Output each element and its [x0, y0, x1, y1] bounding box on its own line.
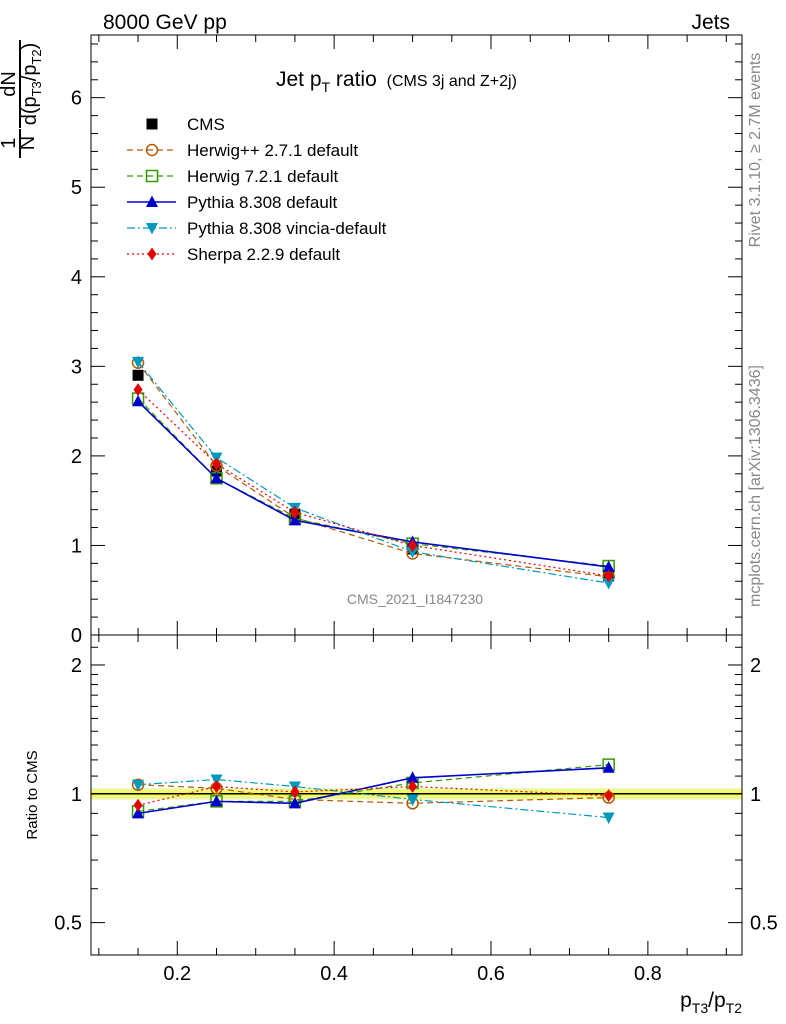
x-tick-label: 0.4: [320, 963, 348, 985]
main-y-tick-label: 3: [71, 356, 82, 378]
ratio-data-point: [133, 798, 143, 812]
data-point: [132, 369, 144, 381]
legend: CMS Herwig++ 2.7.1 default Herwig 7.2.1 de…: [127, 115, 387, 264]
data-point: [290, 505, 300, 519]
main-y-tick-label: 5: [71, 177, 82, 199]
ratio-y-tick-label-right: 2: [750, 655, 761, 677]
series-line: [137, 361, 609, 584]
legend-entry: Pythia 8.308 vincia-default: [127, 219, 387, 238]
main-y-axis-label: 1 N dN d(pT3/pT2): [0, 40, 44, 158]
ratio-series-herwig-7-2-1-default: [131, 758, 615, 818]
ratio-data-point: [602, 812, 615, 825]
series-line: [137, 389, 609, 577]
main-y-tick-label: 2: [71, 446, 82, 468]
ratio-data-point: [406, 794, 419, 806]
x-tick-label: 0.8: [634, 963, 662, 985]
x-tick-label: 0.6: [477, 963, 505, 985]
data-point: [132, 356, 145, 369]
ratio-series-pythia-8-308-default: [132, 761, 615, 819]
series-pythia-8-308-vincia-default: [132, 356, 615, 590]
svg-text:d(pT3/pT2): d(pT3/pT2): [19, 43, 44, 126]
data-point: [211, 457, 221, 471]
main-y-tick-label: 4: [71, 267, 82, 289]
series-cms: [132, 369, 615, 582]
legend-label: Pythia 8.308 vincia-default: [187, 219, 387, 238]
legend-marker: [145, 143, 159, 157]
data-point: [602, 560, 615, 572]
main-y-tick-label: 1: [71, 535, 82, 557]
legend-label: Herwig++ 2.7.1 default: [187, 141, 358, 160]
x-tick-label: 0.2: [163, 963, 191, 985]
data-point: [604, 569, 614, 583]
ratio-data-point: [602, 761, 615, 773]
data-point: [288, 513, 301, 526]
ratio-y-tick-label: 0.5: [54, 913, 82, 935]
ratio-data-point: [290, 785, 300, 799]
legend-label: Herwig 7.2.1 default: [187, 167, 338, 186]
data-point: [406, 546, 419, 559]
ratio-y-tick-label: 2: [71, 655, 82, 677]
legend-marker: [146, 118, 158, 130]
main-y-tick-label: 0: [71, 625, 82, 647]
mcplots-label: mcplots.cern.ch [arXiv:1306.3436]: [747, 365, 764, 607]
ratio-data-point: [210, 794, 223, 807]
main-panel: 0 1 2 3 4 5 6: [71, 34, 743, 647]
ratio-data-point: [211, 779, 221, 793]
rivet-label: Rivet 3.1.10, ≥ 2.7M events: [747, 53, 764, 248]
legend-label: Pythia 8.308 default: [187, 193, 338, 212]
svg-text:N: N: [17, 136, 39, 150]
legend-entry: Herwig++ 2.7.1 default: [127, 141, 358, 160]
ratio-y-axis-label: Ratio to CMS: [24, 750, 41, 839]
x-axis-label: pT3/pT2: [680, 989, 742, 1016]
legend-label: Sherpa 2.2.9 default: [187, 245, 340, 264]
legend-entry: CMS: [146, 115, 225, 134]
ratio-series-line: [138, 778, 609, 819]
data-point: [210, 471, 223, 484]
series-pythia-8-308-default: [132, 394, 615, 572]
series-line: [137, 398, 609, 567]
ratio-data-point: [132, 779, 145, 792]
legend-marker: [146, 195, 158, 207]
ratio-y-tick-label-right: 1: [750, 784, 761, 806]
ratio-data-point: [604, 789, 614, 803]
ratio-data-point: [406, 771, 419, 783]
ratio-panel: 0.5 0.5 1 1 2 2 0.2 0.4 0.6 0.8: [54, 634, 778, 985]
ratio-y-tick-label: 1: [71, 784, 82, 806]
data-point: [133, 383, 143, 397]
legend-marker: [146, 223, 158, 235]
series-herwig-7-2-1-default: [131, 392, 615, 573]
legend-marker: [145, 169, 159, 183]
series-sherpa-2-2-9-default: [133, 383, 614, 583]
header-right: Jets: [691, 11, 730, 34]
series-herwig-2-7-1-default: [131, 356, 615, 584]
analysis-watermark: CMS_2021_I1847230: [347, 591, 483, 607]
legend-entry: Sherpa 2.2.9 default: [127, 245, 340, 264]
ratio-data-point: [132, 806, 145, 819]
legend-entry: Herwig 7.2.1 default: [127, 167, 338, 186]
svg-text:dN: dN: [0, 71, 20, 97]
ratio-data-point: [408, 779, 418, 793]
legend-label: CMS: [187, 115, 225, 134]
legend-marker: [147, 247, 157, 261]
data-point: [408, 538, 418, 552]
chart-title: Jet pT ratio (CMS 3j and Z+2j): [276, 68, 517, 95]
ratio-plot-frame: [90, 634, 743, 956]
ratio-series-sherpa-2-2-9-default: [133, 779, 614, 812]
main-y-tick-label: 6: [71, 88, 82, 110]
ratio-data-point: [288, 796, 301, 809]
ratio-series-line: [138, 784, 609, 804]
svg-text:1: 1: [0, 137, 20, 148]
header-left: 8000 GeV pp: [103, 11, 227, 34]
data-point: [132, 394, 145, 407]
data-point: [602, 578, 615, 590]
legend-entry: Pythia 8.308 default: [127, 193, 338, 212]
ratio-y-tick-label-right: 0.5: [750, 913, 778, 935]
